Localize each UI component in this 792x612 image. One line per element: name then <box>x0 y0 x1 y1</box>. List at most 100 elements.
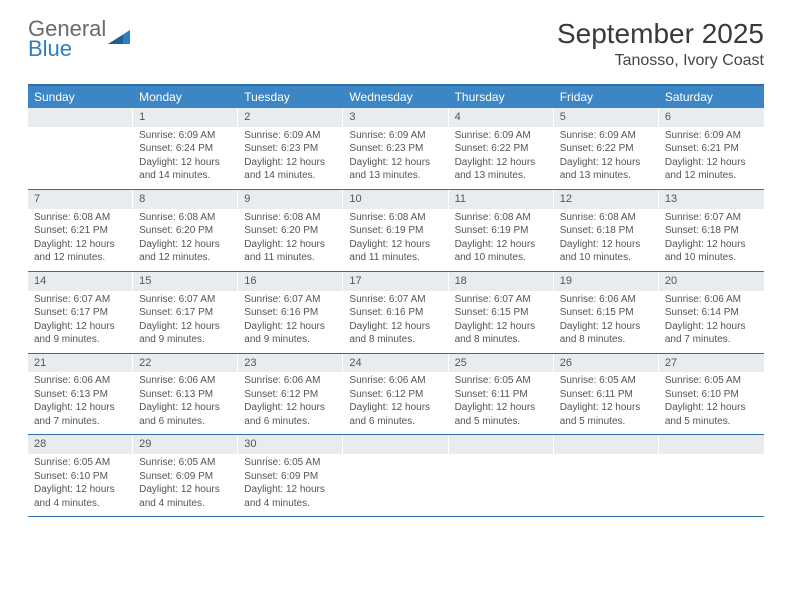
day-content: Sunrise: 6:05 AMSunset: 6:09 PMDaylight:… <box>133 454 238 516</box>
sunset-text: Sunset: 6:23 PM <box>244 142 337 156</box>
day-content: Sunrise: 6:08 AMSunset: 6:20 PMDaylight:… <box>133 209 238 271</box>
sunrise-text: Sunrise: 6:08 AM <box>34 211 127 225</box>
day-content: Sunrise: 6:09 AMSunset: 6:22 PMDaylight:… <box>449 127 554 189</box>
sunrise-text: Sunrise: 6:05 AM <box>244 456 337 470</box>
sunrise-text: Sunrise: 6:05 AM <box>139 456 232 470</box>
day-cell: 24Sunrise: 6:06 AMSunset: 6:12 PMDayligh… <box>343 354 448 435</box>
sunset-text: Sunset: 6:21 PM <box>665 142 758 156</box>
daylight-text: and 7 minutes. <box>34 415 127 429</box>
weekday-header: Thursday <box>449 86 554 108</box>
day-content: Sunrise: 6:06 AMSunset: 6:14 PMDaylight:… <box>659 291 764 353</box>
daylight-text: Daylight: 12 hours <box>665 320 758 334</box>
sunset-text: Sunset: 6:15 PM <box>455 306 548 320</box>
daylight-text: and 4 minutes. <box>34 497 127 511</box>
daylight-text: and 9 minutes. <box>244 333 337 347</box>
day-cell <box>554 435 659 516</box>
daylight-text: and 5 minutes. <box>560 415 653 429</box>
day-content: Sunrise: 6:08 AMSunset: 6:19 PMDaylight:… <box>343 209 448 271</box>
daylight-text: and 14 minutes. <box>244 169 337 183</box>
day-number-empty <box>343 435 448 454</box>
daylight-text: and 4 minutes. <box>244 497 337 511</box>
daylight-text: Daylight: 12 hours <box>244 156 337 170</box>
day-content: Sunrise: 6:06 AMSunset: 6:12 PMDaylight:… <box>343 372 448 434</box>
daylight-text: and 11 minutes. <box>244 251 337 265</box>
weeks-container: 1Sunrise: 6:09 AMSunset: 6:24 PMDaylight… <box>28 108 764 517</box>
day-number: 29 <box>133 435 238 454</box>
sunset-text: Sunset: 6:11 PM <box>560 388 653 402</box>
weekday-header: Wednesday <box>343 86 448 108</box>
daylight-text: Daylight: 12 hours <box>665 238 758 252</box>
day-number: 10 <box>343 190 448 209</box>
day-number: 12 <box>554 190 659 209</box>
daylight-text: and 13 minutes. <box>560 169 653 183</box>
daylight-text: and 8 minutes. <box>455 333 548 347</box>
day-number: 26 <box>554 354 659 373</box>
sunset-text: Sunset: 6:20 PM <box>244 224 337 238</box>
sunrise-text: Sunrise: 6:09 AM <box>244 129 337 143</box>
sunrise-text: Sunrise: 6:09 AM <box>665 129 758 143</box>
day-number: 2 <box>238 108 343 127</box>
day-content: Sunrise: 6:06 AMSunset: 6:13 PMDaylight:… <box>28 372 133 434</box>
day-cell: 7Sunrise: 6:08 AMSunset: 6:21 PMDaylight… <box>28 190 133 271</box>
sunrise-text: Sunrise: 6:07 AM <box>455 293 548 307</box>
logo: General Blue <box>28 18 134 60</box>
daylight-text: and 9 minutes. <box>139 333 232 347</box>
daylight-text: Daylight: 12 hours <box>34 483 127 497</box>
daylight-text: Daylight: 12 hours <box>349 238 442 252</box>
daylight-text: and 13 minutes. <box>455 169 548 183</box>
sunset-text: Sunset: 6:19 PM <box>455 224 548 238</box>
weekday-header: Tuesday <box>238 86 343 108</box>
daylight-text: Daylight: 12 hours <box>34 401 127 415</box>
sunrise-text: Sunrise: 6:09 AM <box>139 129 232 143</box>
day-cell <box>659 435 764 516</box>
sunset-text: Sunset: 6:09 PM <box>244 470 337 484</box>
title-block: September 2025 Tanosso, Ivory Coast <box>557 18 764 70</box>
day-number: 4 <box>449 108 554 127</box>
day-cell: 22Sunrise: 6:06 AMSunset: 6:13 PMDayligh… <box>133 354 238 435</box>
page-header: General Blue September 2025 Tanosso, Ivo… <box>28 18 764 70</box>
day-cell: 5Sunrise: 6:09 AMSunset: 6:22 PMDaylight… <box>554 108 659 189</box>
daylight-text: Daylight: 12 hours <box>139 238 232 252</box>
day-number: 27 <box>659 354 764 373</box>
daylight-text: and 4 minutes. <box>139 497 232 511</box>
sunrise-text: Sunrise: 6:06 AM <box>349 374 442 388</box>
day-content: Sunrise: 6:07 AMSunset: 6:18 PMDaylight:… <box>659 209 764 271</box>
sunset-text: Sunset: 6:13 PM <box>34 388 127 402</box>
sunset-text: Sunset: 6:20 PM <box>139 224 232 238</box>
day-number: 28 <box>28 435 133 454</box>
logo-text: General Blue <box>28 18 106 60</box>
day-content: Sunrise: 6:06 AMSunset: 6:12 PMDaylight:… <box>238 372 343 434</box>
sunrise-text: Sunrise: 6:09 AM <box>455 129 548 143</box>
day-number: 25 <box>449 354 554 373</box>
day-cell: 9Sunrise: 6:08 AMSunset: 6:20 PMDaylight… <box>238 190 343 271</box>
daylight-text: Daylight: 12 hours <box>455 320 548 334</box>
week-row: 7Sunrise: 6:08 AMSunset: 6:21 PMDaylight… <box>28 190 764 272</box>
day-cell: 16Sunrise: 6:07 AMSunset: 6:16 PMDayligh… <box>238 272 343 353</box>
day-number: 3 <box>343 108 448 127</box>
daylight-text: Daylight: 12 hours <box>455 238 548 252</box>
weekday-header: Sunday <box>28 86 133 108</box>
sunset-text: Sunset: 6:10 PM <box>34 470 127 484</box>
daylight-text: Daylight: 12 hours <box>34 238 127 252</box>
day-cell: 18Sunrise: 6:07 AMSunset: 6:15 PMDayligh… <box>449 272 554 353</box>
sunrise-text: Sunrise: 6:05 AM <box>455 374 548 388</box>
day-number: 6 <box>659 108 764 127</box>
daylight-text: Daylight: 12 hours <box>244 483 337 497</box>
daylight-text: and 7 minutes. <box>665 333 758 347</box>
daylight-text: and 8 minutes. <box>349 333 442 347</box>
sunset-text: Sunset: 6:22 PM <box>560 142 653 156</box>
day-number: 20 <box>659 272 764 291</box>
location-subtitle: Tanosso, Ivory Coast <box>557 52 764 70</box>
day-content: Sunrise: 6:07 AMSunset: 6:17 PMDaylight:… <box>28 291 133 353</box>
day-content: Sunrise: 6:07 AMSunset: 6:16 PMDaylight:… <box>238 291 343 353</box>
daylight-text: and 6 minutes. <box>349 415 442 429</box>
day-number: 19 <box>554 272 659 291</box>
sunset-text: Sunset: 6:18 PM <box>560 224 653 238</box>
daylight-text: Daylight: 12 hours <box>455 401 548 415</box>
calendar: SundayMondayTuesdayWednesdayThursdayFrid… <box>28 84 764 517</box>
daylight-text: and 11 minutes. <box>349 251 442 265</box>
day-number: 16 <box>238 272 343 291</box>
day-number: 24 <box>343 354 448 373</box>
day-content: Sunrise: 6:09 AMSunset: 6:23 PMDaylight:… <box>238 127 343 189</box>
sunrise-text: Sunrise: 6:05 AM <box>34 456 127 470</box>
